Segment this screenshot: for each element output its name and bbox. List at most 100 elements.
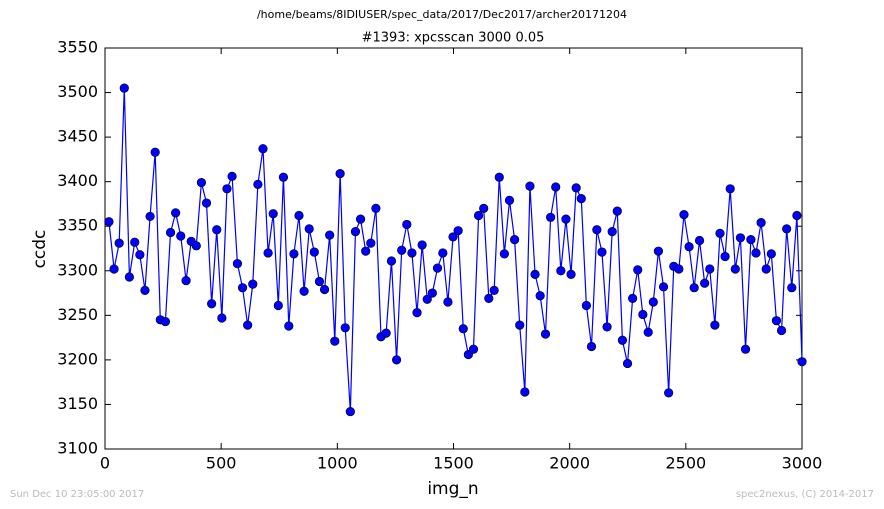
chart-title: #1393: xpcsscan 3000 0.05	[362, 31, 545, 46]
data-point	[422, 294, 432, 304]
x-tick-label: 3000	[782, 454, 823, 473]
suptitle: /home/beams/8IDIUSER/spec_data/2017/Dec2…	[257, 8, 627, 21]
y-tick-label: 3350	[57, 216, 98, 235]
data-point	[551, 182, 561, 192]
data-point	[705, 264, 715, 274]
data-point	[797, 357, 807, 367]
data-point	[787, 283, 797, 293]
data-point	[458, 324, 468, 334]
data-point	[530, 269, 540, 279]
data-point	[248, 279, 258, 289]
data-point	[792, 210, 802, 221]
data-point	[448, 232, 458, 242]
data-point	[140, 285, 150, 295]
data-point	[453, 226, 463, 236]
data-point	[653, 246, 664, 256]
data-point	[212, 225, 222, 235]
data-point	[740, 344, 751, 354]
data-point	[335, 169, 345, 179]
x-tick-label: 1000	[317, 454, 358, 473]
x-axis-label: img_n	[427, 479, 478, 499]
series-line	[108, 88, 803, 412]
data-point	[746, 234, 756, 245]
data-point	[104, 217, 114, 227]
data-point	[145, 211, 155, 222]
data-point	[612, 206, 622, 216]
data-point	[633, 265, 643, 275]
data-point	[473, 210, 484, 221]
data-point	[489, 285, 499, 295]
data-point	[217, 313, 227, 323]
data-point	[535, 291, 545, 301]
data-point	[196, 177, 207, 188]
data-point	[546, 212, 556, 222]
data-point	[119, 83, 129, 93]
data-point	[201, 198, 212, 208]
data-point	[253, 179, 263, 189]
data-point	[402, 219, 412, 230]
data-point	[355, 214, 366, 224]
x-tick-label: 2000	[549, 454, 590, 473]
data-point	[350, 226, 361, 237]
data-point	[427, 288, 437, 298]
y-tick-label: 3500	[57, 82, 98, 101]
data-point	[479, 203, 489, 213]
y-tick-label: 3150	[57, 394, 98, 413]
data-point	[504, 195, 515, 205]
data-point	[700, 278, 710, 288]
data-point	[227, 171, 237, 181]
data-point	[643, 327, 653, 337]
data-point	[556, 266, 566, 276]
x-tick-label: 1500	[433, 454, 474, 473]
data-point	[715, 228, 725, 238]
data-point	[366, 238, 376, 248]
data-point	[510, 234, 520, 245]
data-point	[361, 246, 371, 256]
data-point	[494, 172, 504, 182]
y-tick-label: 3200	[57, 349, 98, 368]
data-point	[710, 320, 720, 330]
data-point	[725, 184, 735, 194]
data-point	[540, 329, 551, 339]
data-point	[766, 249, 776, 259]
y-tick-label: 3300	[57, 260, 98, 279]
data-point	[628, 293, 638, 304]
data-point	[499, 249, 509, 259]
data-point	[520, 387, 530, 397]
data-point	[345, 406, 355, 417]
data-point	[571, 183, 581, 193]
data-point	[443, 297, 453, 307]
data-point	[150, 147, 160, 157]
data-point	[525, 181, 535, 191]
data-point	[730, 264, 740, 274]
data-point	[407, 248, 417, 258]
data-point	[771, 316, 782, 326]
data-point	[412, 308, 422, 318]
x-tick-label: 0	[100, 454, 110, 473]
data-point	[468, 344, 479, 354]
data-point	[751, 248, 761, 258]
data-point	[484, 293, 494, 304]
y-tick-label: 3450	[57, 127, 98, 146]
data-point	[622, 358, 633, 369]
data-point	[638, 309, 648, 320]
data-point	[648, 297, 658, 307]
data-point	[232, 259, 243, 269]
data-point	[243, 320, 253, 330]
y-tick-label: 3250	[57, 305, 98, 324]
data-point	[294, 210, 304, 221]
x-tick-label: 500	[206, 454, 237, 473]
data-point	[694, 235, 705, 246]
data-point	[114, 238, 124, 248]
data-point	[581, 300, 591, 311]
data-point	[268, 209, 278, 219]
data-point	[391, 355, 402, 365]
data-point	[340, 323, 350, 333]
data-point	[314, 276, 325, 287]
data-point	[289, 249, 299, 259]
data-point	[273, 300, 283, 311]
data-point	[207, 299, 217, 309]
data-point	[776, 325, 787, 336]
data-point	[319, 284, 330, 295]
